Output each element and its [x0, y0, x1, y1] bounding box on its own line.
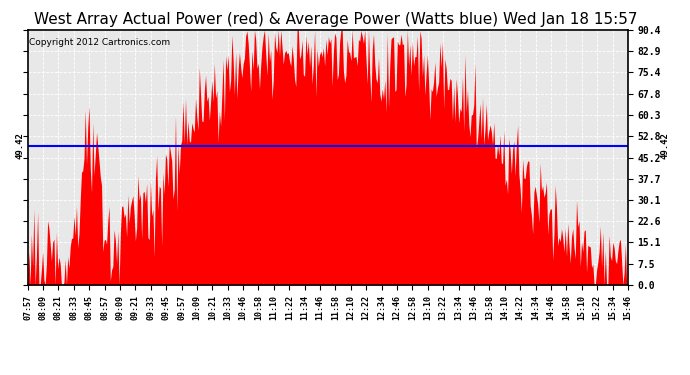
- Text: 49.42: 49.42: [661, 132, 670, 159]
- Text: 49.42: 49.42: [16, 132, 25, 159]
- Text: Copyright 2012 Cartronics.com: Copyright 2012 Cartronics.com: [29, 38, 170, 46]
- Text: West Array Actual Power (red) & Average Power (Watts blue) Wed Jan 18 15:57: West Array Actual Power (red) & Average …: [34, 12, 637, 27]
